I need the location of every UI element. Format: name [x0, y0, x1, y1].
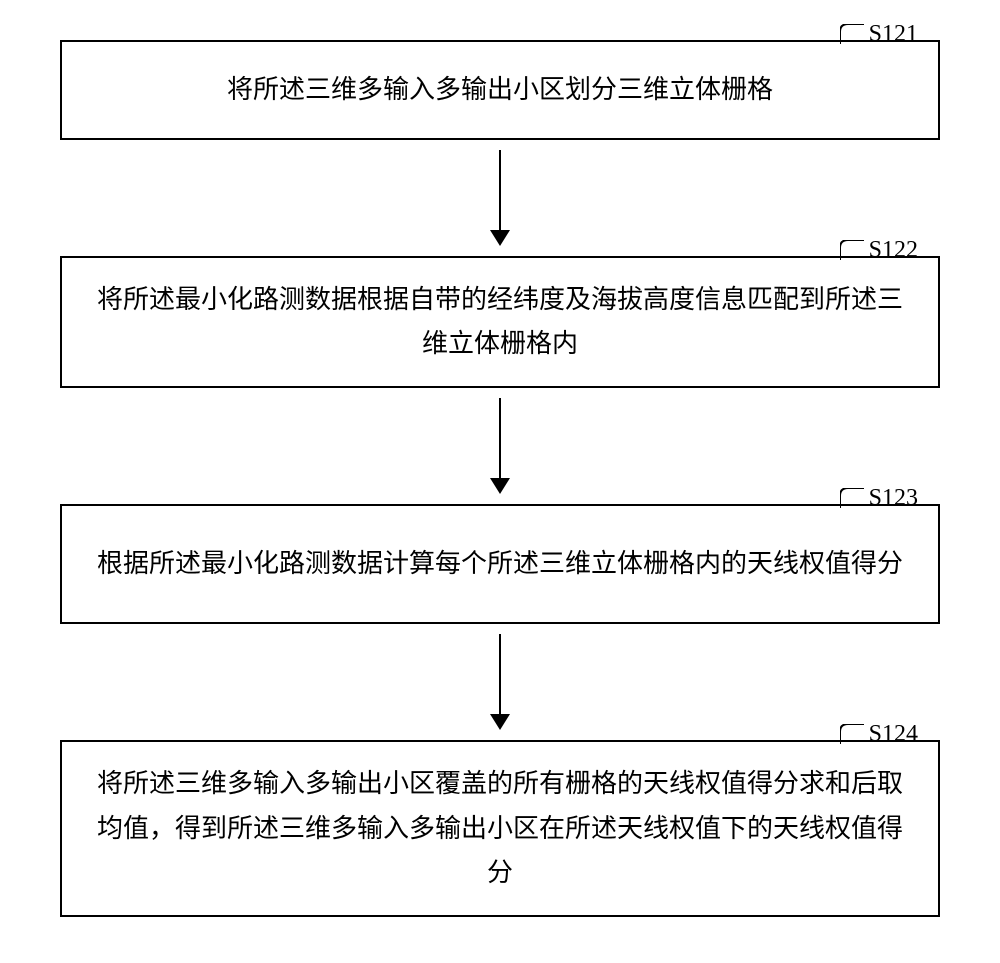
connector-curve-icon	[840, 724, 864, 744]
arrow-head-icon	[490, 230, 510, 246]
step-box-1: S121 将所述三维多输入多输出小区划分三维立体栅格	[60, 40, 940, 140]
step-label-4: S124	[869, 714, 918, 755]
step-wrapper-1: S121 将所述三维多输入多输出小区划分三维立体栅格	[30, 40, 970, 140]
step-box-3: S123 根据所述最小化路测数据计算每个所述三维立体栅格内的天线权值得分	[60, 504, 940, 624]
connector-curve-icon	[840, 24, 864, 44]
arrow-head-icon	[490, 478, 510, 494]
arrow-1	[490, 150, 510, 246]
step-box-2: S122 将所述最小化路测数据根据自带的经纬度及海拔高度信息匹配到所述三维立体栅…	[60, 256, 940, 388]
step-label-1: S121	[869, 14, 918, 55]
step-wrapper-3: S123 根据所述最小化路测数据计算每个所述三维立体栅格内的天线权值得分	[30, 504, 970, 624]
step-label-3: S123	[869, 478, 918, 519]
step-text-1: 将所述三维多输入多输出小区划分三维立体栅格	[227, 68, 773, 112]
arrow-3	[490, 634, 510, 730]
connector-curve-icon	[840, 488, 864, 508]
step-box-4: S124 将所述三维多输入多输出小区覆盖的所有栅格的天线权值得分求和后取均值，得…	[60, 740, 940, 917]
arrow-head-icon	[490, 714, 510, 730]
connector-curve-icon	[840, 240, 864, 260]
arrow-2	[490, 398, 510, 494]
step-text-3: 根据所述最小化路测数据计算每个所述三维立体栅格内的天线权值得分	[97, 542, 903, 586]
arrow-line-icon	[499, 150, 501, 230]
step-text-2: 将所述最小化路测数据根据自带的经纬度及海拔高度信息匹配到所述三维立体栅格内	[92, 278, 908, 366]
arrow-line-icon	[499, 398, 501, 478]
flowchart-container: S121 将所述三维多输入多输出小区划分三维立体栅格 S122 将所述最小化路测…	[30, 40, 970, 917]
step-label-2: S122	[869, 230, 918, 271]
step-wrapper-4: S124 将所述三维多输入多输出小区覆盖的所有栅格的天线权值得分求和后取均值，得…	[30, 740, 970, 917]
step-text-4: 将所述三维多输入多输出小区覆盖的所有栅格的天线权值得分求和后取均值，得到所述三维…	[92, 762, 908, 895]
step-wrapper-2: S122 将所述最小化路测数据根据自带的经纬度及海拔高度信息匹配到所述三维立体栅…	[30, 256, 970, 388]
arrow-line-icon	[499, 634, 501, 714]
